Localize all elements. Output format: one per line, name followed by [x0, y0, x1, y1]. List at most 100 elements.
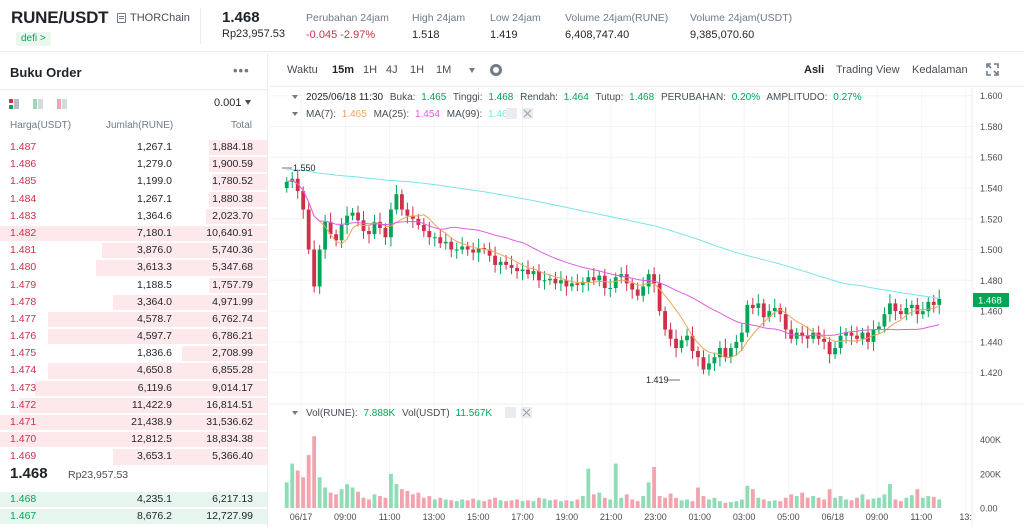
ask-row[interactable]: 1.475 1,836.6 2,708.99	[0, 345, 267, 362]
candle	[734, 334, 739, 356]
volume-bar	[619, 497, 624, 508]
volume-bar	[679, 500, 684, 508]
ask-row[interactable]: 1.476 4,597.7 6,786.21	[0, 328, 267, 345]
ask-row[interactable]: 1.472 11,422.9 16,814.51	[0, 397, 267, 414]
interval-1m[interactable]: 1M	[436, 64, 452, 76]
ask-row[interactable]: 1.487 1,267.1 1,884.18	[0, 139, 267, 156]
ask-amount: 4,578.7	[136, 312, 172, 325]
collapse-icon[interactable]	[292, 112, 298, 116]
time-tick: 03:00	[733, 512, 756, 522]
volume-bar	[449, 500, 454, 508]
candle	[728, 343, 733, 364]
ask-total: 1,757.79	[212, 278, 253, 291]
ma-settings-icon[interactable]	[506, 108, 517, 119]
ask-row[interactable]: 1.473 6,119.6 9,014.17	[0, 380, 267, 397]
collapse-icon[interactable]	[292, 411, 298, 415]
book-mode-bids-icon[interactable]	[33, 99, 43, 109]
ask-row[interactable]: 1.483 1,364.6 2,023.70	[0, 208, 267, 225]
ask-total: 1,900.59	[212, 158, 253, 171]
depth-bar	[209, 157, 267, 173]
chevron-down-icon[interactable]	[469, 68, 475, 73]
svg-text:2025/06/18 11:30 Buka:: 2025/06/18 11:30 Buka: 1.465 Tinggi: 1.4…	[306, 92, 862, 103]
ask-total: 6,762.74	[212, 312, 253, 325]
candle	[449, 237, 454, 258]
category-tag[interactable]: defi >	[16, 32, 51, 46]
ask-row[interactable]: 1.482 7,180.1 10,640.91	[0, 225, 267, 242]
depth-bar	[112, 294, 267, 310]
ask-row[interactable]: 1.481 3,876.0 5,740.36	[0, 242, 267, 259]
book-mode-both-icon[interactable]	[9, 99, 19, 109]
ticker-bar: RUNE/USDT THORChain defi > 1.468 Rp23,95…	[0, 0, 1024, 52]
ask-row[interactable]: 1.484 1,267.1 1,880.38	[0, 191, 267, 208]
ma25-line	[286, 179, 940, 337]
ask-row[interactable]: 1.469 3,653.1 5,366.40	[0, 448, 267, 465]
volume-bar	[805, 497, 810, 508]
legend-high: 1.468	[488, 92, 513, 103]
candle	[624, 264, 629, 292]
candle	[487, 242, 492, 262]
volume-bar	[493, 497, 498, 508]
last-price-tag-bg	[973, 293, 1009, 307]
interval-4j[interactable]: 4J	[386, 64, 398, 76]
ask-row[interactable]: 1.480 3,613.3 5,347.68	[0, 259, 267, 276]
candle	[312, 240, 317, 293]
vol-usdt-value: 11.567K	[456, 408, 493, 419]
volume-bar	[827, 489, 832, 508]
ask-row[interactable]: 1.478 3,364.0 4,971.99	[0, 294, 267, 311]
price-tick: 1.580	[980, 122, 1003, 132]
vol-settings-icon[interactable]	[505, 407, 516, 418]
legend-amp: 0.27%	[833, 92, 861, 103]
ask-row[interactable]: 1.471 21,438.9 31,536.62	[0, 414, 267, 431]
candle	[553, 271, 558, 290]
ask-row[interactable]: 1.485 1,199.0 1,780.52	[0, 173, 267, 190]
more-icon[interactable]: •••	[233, 63, 250, 78]
ask-row[interactable]: 1.474 4,650.8 6,855.28	[0, 362, 267, 379]
candle	[504, 254, 508, 270]
candle	[432, 232, 437, 247]
chart-toolbar: Waktu 15m 1H 4J 1H 1M Asli Trading View …	[270, 53, 1024, 87]
ask-row[interactable]: 1.470 12,812.5 18,834.38	[0, 431, 267, 448]
book-mode-asks-icon[interactable]	[57, 99, 67, 109]
interval-15m[interactable]: 15m	[332, 64, 355, 76]
interval-1h[interactable]: 1H	[363, 64, 378, 76]
ask-total: 16,814.51	[206, 398, 253, 411]
ask-row[interactable]: 1.486 1,279.0 1,900.59	[0, 156, 267, 173]
interval-1h-alt[interactable]: 1H	[410, 64, 425, 76]
candle	[498, 257, 503, 275]
volume-bar	[931, 496, 936, 508]
volume-bar	[893, 499, 898, 508]
price-chart[interactable]: 1.600 1.580 1.560 1.540 1.520 1.500 1.480 1.460…	[270, 88, 1024, 527]
candle	[887, 294, 892, 322]
ask-row[interactable]: 1.479 1,188.5 1,757.79	[0, 277, 267, 294]
volume-bar	[641, 496, 646, 508]
volume-bar	[887, 484, 892, 508]
project-link[interactable]: THORChain	[117, 12, 190, 24]
pair-title[interactable]: RUNE/USDT	[11, 8, 109, 27]
volume-bar	[454, 501, 459, 508]
view-depth[interactable]: Kedalaman	[912, 64, 968, 76]
volume-bar	[909, 495, 914, 508]
bid-total: 6,217.13	[212, 493, 253, 505]
depth-bar	[101, 243, 267, 259]
ask-row[interactable]: 1.477 4,578.7 6,762.74	[0, 311, 267, 328]
precision-select[interactable]: 0.001	[214, 97, 242, 109]
bid-row[interactable]: 1.468 4,235.1 6,217.13	[0, 491, 267, 508]
gear-icon[interactable]	[490, 64, 502, 76]
candle	[811, 328, 816, 344]
expand-icon[interactable]	[986, 63, 999, 76]
volume-bar	[383, 497, 388, 508]
candle	[657, 274, 662, 316]
candle	[696, 346, 700, 367]
volume-bar	[580, 496, 585, 508]
col-header-price: Harga(USDT)	[10, 120, 72, 131]
view-trading-view[interactable]: Trading View	[836, 64, 900, 76]
chevron-down-icon[interactable]	[245, 100, 251, 105]
last-price-tag: 1.468	[978, 296, 1002, 307]
candle	[515, 263, 519, 279]
collapse-icon[interactable]	[292, 95, 298, 99]
bid-row[interactable]: 1.467 8,676.2 12,727.99	[0, 508, 267, 525]
ask-price: 1.486	[10, 158, 37, 171]
view-asli[interactable]: Asli	[804, 64, 825, 76]
volume-bar	[548, 500, 552, 508]
ask-price: 1.473	[10, 381, 37, 394]
